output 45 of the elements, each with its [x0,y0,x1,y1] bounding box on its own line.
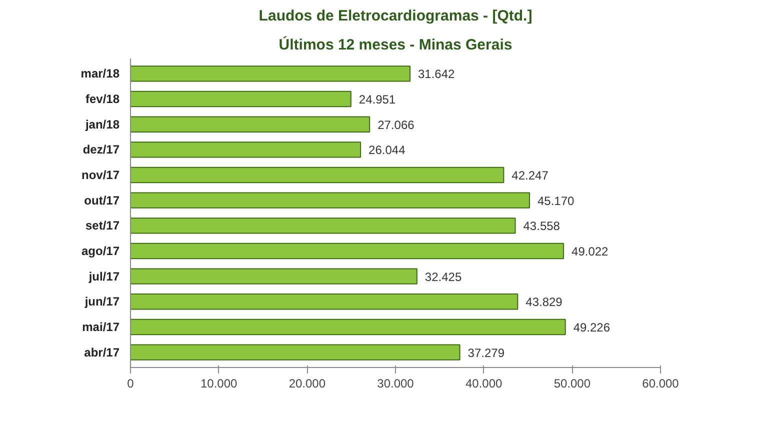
bar [130,192,530,208]
y-tick-label: ago/17 [81,244,120,258]
bar [130,242,564,260]
bar [130,116,370,132]
x-tick-label: 20.000 [288,376,326,390]
x-tick-label: 0 [127,376,134,390]
chart-title: Laudos de Eletrocardiogramas - [Qtd.] [258,8,532,24]
data-label: 37.279 [468,346,505,360]
data-label: 49.022 [572,244,609,258]
bar [130,90,352,108]
y-tick-label: mai/17 [82,320,120,334]
data-label: 43.829 [526,295,563,310]
y-tick-label: jun/17 [84,294,120,309]
y-tick-label: jan/18 [84,117,120,132]
bar [130,294,518,310]
y-tick-label: set/17 [85,218,120,233]
x-tick-label: 60.000 [642,376,680,390]
y-tick-label: abr/17 [84,345,120,360]
data-label: 42.247 [512,168,549,183]
bar [130,66,411,82]
x-tick-label: 40.000 [465,376,503,390]
bar [130,218,516,234]
y-tick-label: dez/17 [82,142,120,157]
y-tick-label: mar/18 [80,66,120,81]
x-tick-label: 10.000 [200,376,238,390]
bar [130,166,504,184]
data-label: 49.226 [573,320,610,334]
chart-subtitle: Últimos 12 meses - Minas Gerais [278,36,512,54]
x-tick-label: 30.000 [377,376,414,390]
y-tick-label: out/17 [84,193,120,208]
y-tick-label: fev/18 [85,92,120,106]
data-label: 45.170 [538,194,575,208]
data-label: 43.558 [523,219,560,234]
data-label: 31.642 [418,67,456,82]
x-tick-label: 50.000 [554,376,591,390]
bar [130,142,362,158]
y-tick-label: jul/17 [88,269,120,284]
y-tick-label: nov/17 [81,168,120,182]
data-label: 32.425 [424,270,462,284]
data-label: 26.044 [368,143,406,158]
bar [130,344,460,360]
bar [130,268,418,284]
data-label: 27.066 [378,118,415,132]
bar [130,318,566,336]
data-label: 24.951 [358,92,396,107]
